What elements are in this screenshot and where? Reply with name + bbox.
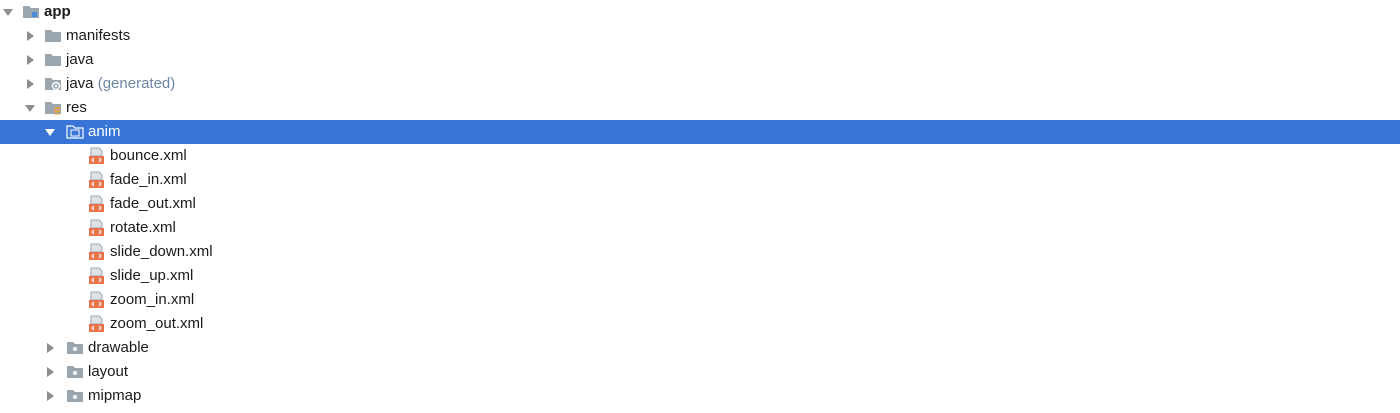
xml-file-icon (89, 267, 104, 284)
xml-file-icon (89, 315, 104, 332)
xml-file-icon (89, 171, 104, 188)
tree-node-file[interactable]: fade_in.xml (0, 168, 1400, 192)
chevron-down-icon[interactable] (44, 126, 56, 138)
tree-node-java[interactable]: java (0, 48, 1400, 72)
generated-folder-icon (45, 78, 61, 91)
tree-node-res[interactable]: res (0, 96, 1400, 120)
folder-icon (67, 390, 83, 402)
tree-node-label: anim (88, 123, 121, 140)
tree-node-manifests[interactable]: manifests (0, 24, 1400, 48)
xml-file-icon (89, 291, 104, 308)
tree-node-file[interactable]: slide_up.xml (0, 264, 1400, 288)
xml-file-icon (89, 147, 104, 164)
chevron-down-icon[interactable] (24, 102, 36, 114)
tree-node-layout[interactable]: layout (0, 360, 1400, 384)
tree-node-file[interactable]: slide_down.xml (0, 240, 1400, 264)
tree-node-label: bounce.xml (110, 147, 187, 164)
tree-node-label: app (44, 3, 71, 20)
tree-node-label: layout (88, 363, 129, 380)
folder-icon (67, 366, 83, 378)
tree-node-label: slide_up.xml (110, 267, 194, 284)
tree-node-label: java (66, 51, 94, 68)
tree-node-drawable[interactable]: drawable (0, 336, 1400, 360)
tree-node-label: slide_down.xml (110, 243, 213, 260)
chevron-right-icon[interactable] (24, 30, 36, 42)
folder-icon (45, 30, 61, 42)
folder-icon (67, 342, 83, 354)
tree-node-java-generated[interactable]: java (generated) (0, 72, 1400, 96)
chevron-right-icon[interactable] (44, 366, 56, 378)
tree-node-label: manifests (66, 27, 131, 44)
tree-node-name: java (66, 75, 94, 92)
tree-node-file[interactable]: zoom_out.xml (0, 312, 1400, 336)
tree-node-file[interactable]: bounce.xml (0, 144, 1400, 168)
tree-node-label: rotate.xml (110, 219, 176, 236)
folder-icon (66, 125, 84, 139)
tree-node-file[interactable]: fade_out.xml (0, 192, 1400, 216)
module-folder-icon (23, 6, 39, 18)
chevron-down-icon[interactable] (2, 6, 14, 18)
resource-folder-icon (45, 102, 61, 115)
generated-suffix: (generated) (97, 75, 176, 92)
tree-node-label: drawable (88, 339, 149, 356)
tree-node-app[interactable]: app (0, 0, 1400, 24)
tree-node-file[interactable]: rotate.xml (0, 216, 1400, 240)
tree-node-label: java (generated) (66, 75, 175, 93)
tree-node-anim[interactable]: anim (0, 120, 1400, 144)
chevron-right-icon[interactable] (24, 78, 36, 90)
tree-node-label: fade_out.xml (110, 195, 196, 212)
chevron-right-icon[interactable] (44, 390, 56, 402)
tree-node-label: zoom_in.xml (110, 291, 195, 308)
xml-file-icon (89, 219, 104, 236)
tree-node-label: res (66, 99, 87, 116)
xml-file-icon (89, 195, 104, 212)
tree-node-file[interactable]: zoom_in.xml (0, 288, 1400, 312)
tree-node-label: zoom_out.xml (110, 315, 204, 332)
chevron-right-icon[interactable] (24, 54, 36, 66)
tree-node-label: mipmap (88, 387, 142, 404)
tree-node-mipmap[interactable]: mipmap (0, 384, 1400, 408)
chevron-right-icon[interactable] (44, 342, 56, 354)
source-folder-icon (45, 54, 61, 66)
tree-node-label: fade_in.xml (110, 171, 187, 188)
xml-file-icon (89, 243, 104, 260)
